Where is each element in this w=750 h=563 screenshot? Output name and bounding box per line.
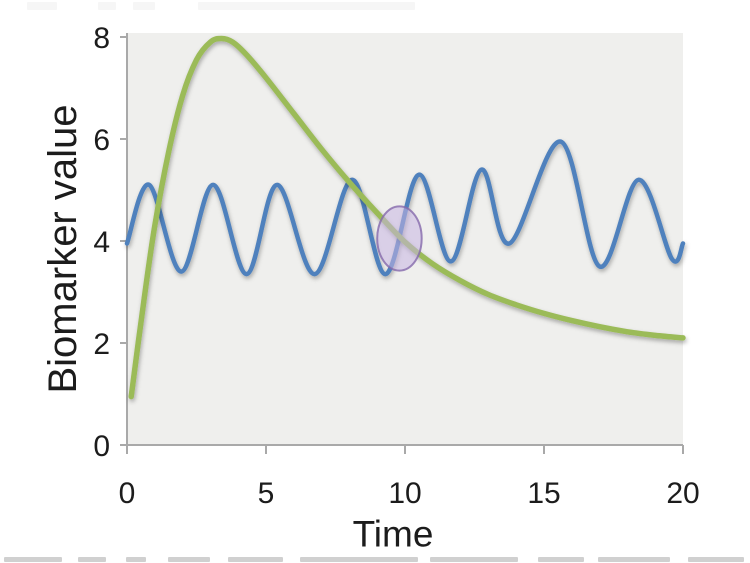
text-fragment: [538, 557, 584, 562]
highlight-ellipse: [376, 205, 423, 272]
text-fragment: [688, 557, 744, 562]
text-fragment: [126, 557, 146, 562]
text-fragment: [98, 2, 116, 10]
x-axis-title: Time: [352, 513, 434, 555]
y-tick-label: 0: [93, 430, 110, 463]
series-rise-decay-curve: [128, 35, 686, 400]
text-fragment: [300, 557, 418, 562]
x-tick-label: 10: [388, 477, 421, 510]
text-fragment: [168, 557, 210, 562]
text-fragment: [198, 2, 415, 10]
x-tick-label: 0: [119, 477, 136, 510]
x-tick-label: 20: [666, 477, 699, 510]
text-fragment: [4, 557, 62, 562]
text-fragment: [27, 2, 57, 10]
y-tick-label: 2: [93, 328, 110, 361]
text-fragment: [430, 557, 518, 562]
y-tick-label: 4: [93, 226, 110, 259]
x-tick-label: 5: [258, 477, 275, 510]
text-fragment: [598, 557, 670, 562]
x-tick-label: 15: [527, 477, 560, 510]
y-tick-label: 8: [93, 22, 110, 55]
text-fragment: [133, 2, 155, 10]
text-fragment: [228, 557, 283, 562]
text-fragment: [78, 557, 106, 562]
y-tick-label: 6: [93, 124, 110, 157]
